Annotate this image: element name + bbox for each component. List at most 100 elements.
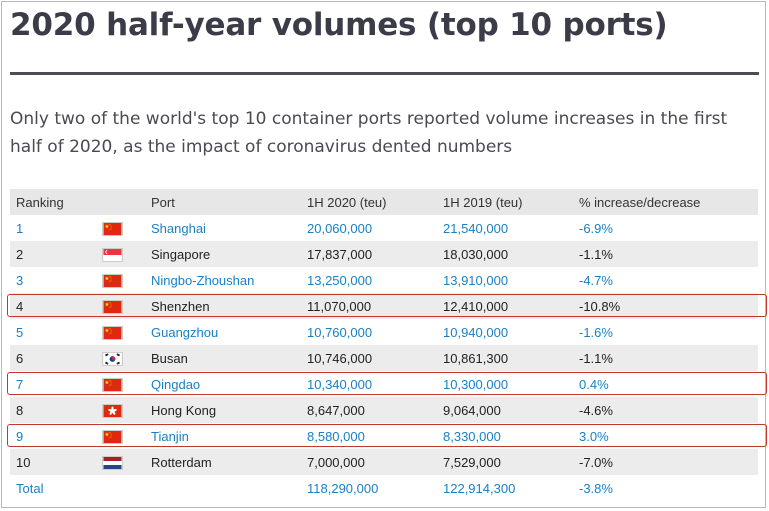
volume-2020-cell: 10,760,000 bbox=[301, 319, 437, 345]
rank-cell: 1 bbox=[10, 215, 100, 241]
table-row: 9 Tianjin 8,580,000 8,330,000 3.0% bbox=[10, 423, 758, 449]
change-cell: -6.9% bbox=[573, 215, 758, 241]
volume-2019-cell: 9,064,000 bbox=[437, 397, 573, 423]
volume-2019-cell: 10,940,000 bbox=[437, 319, 573, 345]
table-row: 4 Shenzhen 11,070,000 12,410,000 -10.8% bbox=[10, 293, 758, 319]
ports-table: Ranking Port 1H 2020 (teu) 1H 2019 (teu)… bbox=[10, 189, 758, 501]
total-flag-cell bbox=[100, 475, 145, 501]
change-cell: -1.1% bbox=[573, 345, 758, 371]
volume-2020-cell: 13,250,000 bbox=[301, 267, 437, 293]
rank-cell: 9 bbox=[10, 423, 100, 449]
rank-cell: 2 bbox=[10, 241, 100, 267]
port-name: Shenzhen bbox=[145, 293, 301, 319]
volume-2019-cell: 12,410,000 bbox=[437, 293, 573, 319]
flag-cell bbox=[100, 241, 145, 267]
port-name[interactable]: Guangzhou bbox=[145, 319, 301, 345]
header-1h-2020: 1H 2020 (teu) bbox=[301, 189, 437, 215]
volume-2019-cell: 21,540,000 bbox=[437, 215, 573, 241]
singapore-flag-icon bbox=[102, 247, 123, 262]
header-ranking: Ranking bbox=[10, 189, 100, 215]
rank-cell: 3 bbox=[10, 267, 100, 293]
table-row: 1 Shanghai 20,060,000 21,540,000 -6.9% bbox=[10, 215, 758, 241]
volume-2020-cell: 8,580,000 bbox=[301, 423, 437, 449]
flag-cell bbox=[100, 345, 145, 371]
volume-2019-cell: 10,861,300 bbox=[437, 345, 573, 371]
table-body: 1 Shanghai 20,060,000 21,540,000 -6.9% 2 Singa… bbox=[10, 215, 758, 501]
change-cell: -7.0% bbox=[573, 449, 758, 475]
hong-kong-flag-icon bbox=[102, 403, 123, 418]
rank-cell: 10 bbox=[10, 449, 100, 475]
table-row: 5 Guangzhou 10,760,000 10,940,000 -1.6% bbox=[10, 319, 758, 345]
total-change-cell: -3.8% bbox=[573, 475, 758, 501]
port-name: Busan bbox=[145, 345, 301, 371]
change-cell: 3.0% bbox=[573, 423, 758, 449]
port-name[interactable]: Qingdao bbox=[145, 371, 301, 397]
china-flag-icon bbox=[102, 429, 123, 444]
flag-cell bbox=[100, 423, 145, 449]
total-label: Total bbox=[10, 475, 100, 501]
total-row: Total 118,290,000 122,914,300 -3.8% bbox=[10, 475, 758, 501]
china-flag-icon bbox=[102, 325, 123, 340]
total-port-cell bbox=[145, 475, 301, 501]
rank-cell: 6 bbox=[10, 345, 100, 371]
header-1h-2019: 1H 2019 (teu) bbox=[437, 189, 573, 215]
volume-2019-cell: 10,300,000 bbox=[437, 371, 573, 397]
port-name[interactable]: Shanghai bbox=[145, 215, 301, 241]
flag-cell bbox=[100, 215, 145, 241]
table-row: 3 Ningbo-Zhoushan 13,250,000 13,910,000 -4.7… bbox=[10, 267, 758, 293]
port-name: Hong Kong bbox=[145, 397, 301, 423]
netherlands-flag-icon bbox=[102, 455, 123, 470]
port-name: Rotterdam bbox=[145, 449, 301, 475]
table-header-row: Ranking Port 1H 2020 (teu) 1H 2019 (teu)… bbox=[10, 189, 758, 215]
rank-cell: 5 bbox=[10, 319, 100, 345]
header-flag bbox=[100, 189, 145, 215]
volume-2019-cell: 8,330,000 bbox=[437, 423, 573, 449]
table-row: 8 Hong Kong 8,647,000 9,064,000 -4.6% bbox=[10, 397, 758, 423]
rank-cell: 7 bbox=[10, 371, 100, 397]
china-flag-icon bbox=[102, 377, 123, 392]
south-korea-flag-icon bbox=[102, 351, 123, 366]
port-name[interactable]: Ningbo-Zhoushan bbox=[145, 267, 301, 293]
flag-cell bbox=[100, 397, 145, 423]
page-title: 2020 half-year volumes (top 10 ports) bbox=[10, 7, 668, 43]
volume-2019-cell: 7,529,000 bbox=[437, 449, 573, 475]
total-2020-cell: 118,290,000 bbox=[301, 475, 437, 501]
volume-2020-cell: 17,837,000 bbox=[301, 241, 437, 267]
change-cell: -4.7% bbox=[573, 267, 758, 293]
table-row: 6 Busan 10,746,000 10,861,300 -1.1% bbox=[10, 345, 758, 371]
volume-2020-cell: 7,000,000 bbox=[301, 449, 437, 475]
change-cell: 0.4% bbox=[573, 371, 758, 397]
flag-cell bbox=[100, 371, 145, 397]
flag-cell bbox=[100, 319, 145, 345]
flag-cell bbox=[100, 267, 145, 293]
flag-cell bbox=[100, 449, 145, 475]
china-flag-icon bbox=[102, 299, 123, 314]
header-port: Port bbox=[145, 189, 301, 215]
change-cell: -4.6% bbox=[573, 397, 758, 423]
change-cell: -1.6% bbox=[573, 319, 758, 345]
port-name[interactable]: Tianjin bbox=[145, 423, 301, 449]
volume-2019-cell: 13,910,000 bbox=[437, 267, 573, 293]
china-flag-icon bbox=[102, 273, 123, 288]
volume-2020-cell: 20,060,000 bbox=[301, 215, 437, 241]
port-name: Singapore bbox=[145, 241, 301, 267]
page-subtitle: Only two of the world's top 10 container… bbox=[10, 109, 728, 157]
table-row: 10 Rotterdam 7,000,000 7,529,000 -7.0% bbox=[10, 449, 758, 475]
title-divider bbox=[10, 72, 759, 75]
header-change: % increase/decrease bbox=[573, 189, 758, 215]
china-flag-icon bbox=[102, 221, 123, 236]
volume-2020-cell: 10,340,000 bbox=[301, 371, 437, 397]
change-cell: -1.1% bbox=[573, 241, 758, 267]
volume-2019-cell: 18,030,000 bbox=[437, 241, 573, 267]
volume-2020-cell: 8,647,000 bbox=[301, 397, 437, 423]
flag-cell bbox=[100, 293, 145, 319]
table-row: 2 Singapore 17,837,000 18,030,000 -1.1% bbox=[10, 241, 758, 267]
rank-cell: 8 bbox=[10, 397, 100, 423]
volume-2020-cell: 11,070,000 bbox=[301, 293, 437, 319]
volume-2020-cell: 10,746,000 bbox=[301, 345, 437, 371]
table-row: 7 Qingdao 10,340,000 10,300,000 0.4% bbox=[10, 371, 758, 397]
change-cell: -10.8% bbox=[573, 293, 758, 319]
rank-cell: 4 bbox=[10, 293, 100, 319]
total-2019-cell: 122,914,300 bbox=[437, 475, 573, 501]
